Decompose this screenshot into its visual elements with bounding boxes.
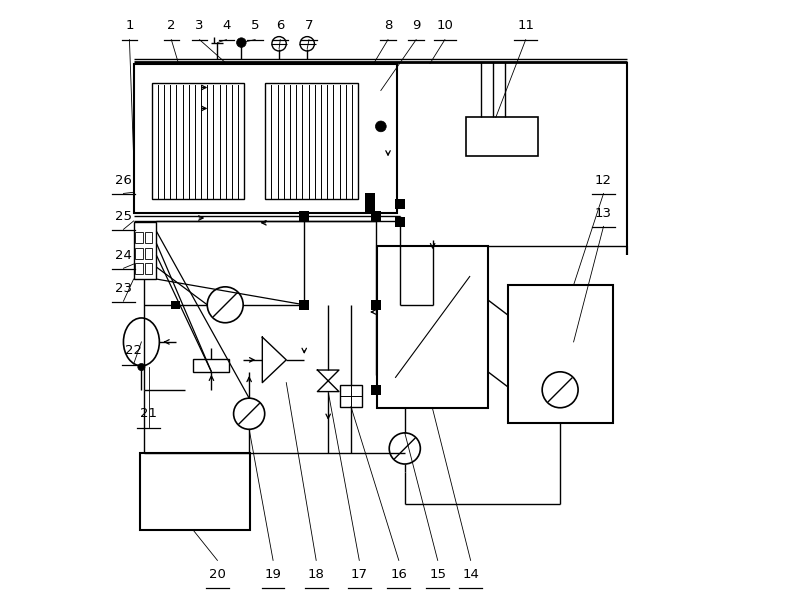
Text: 9: 9 xyxy=(412,19,420,32)
Text: 1: 1 xyxy=(125,19,134,32)
Text: 18: 18 xyxy=(308,568,325,581)
Text: 12: 12 xyxy=(595,174,612,187)
Text: 24: 24 xyxy=(115,248,132,262)
Text: 13: 13 xyxy=(595,207,612,220)
Text: 26: 26 xyxy=(115,174,132,187)
Text: 4: 4 xyxy=(222,19,230,32)
Text: 16: 16 xyxy=(390,568,407,581)
Circle shape xyxy=(272,37,286,51)
Text: 6: 6 xyxy=(276,19,285,32)
Text: 2: 2 xyxy=(167,19,175,32)
Bar xyxy=(466,118,538,157)
Bar xyxy=(194,359,230,372)
Text: 23: 23 xyxy=(115,281,132,295)
Text: 21: 21 xyxy=(140,407,157,420)
Circle shape xyxy=(234,398,265,430)
Bar xyxy=(266,83,358,199)
Bar xyxy=(299,300,309,310)
Circle shape xyxy=(375,121,386,132)
Text: 3: 3 xyxy=(195,19,204,32)
Bar xyxy=(171,301,180,309)
Circle shape xyxy=(237,38,246,47)
Text: 10: 10 xyxy=(437,19,454,32)
Text: 19: 19 xyxy=(265,568,282,581)
Bar xyxy=(134,222,156,279)
Text: 8: 8 xyxy=(384,19,392,32)
Bar xyxy=(378,246,488,408)
Bar xyxy=(508,285,613,423)
Text: 20: 20 xyxy=(209,568,226,581)
Bar xyxy=(371,300,381,310)
Bar xyxy=(366,202,375,212)
Text: 25: 25 xyxy=(115,209,132,223)
Text: 22: 22 xyxy=(125,344,142,358)
Text: 15: 15 xyxy=(430,568,446,581)
Circle shape xyxy=(542,372,578,408)
Circle shape xyxy=(138,364,145,371)
Bar xyxy=(135,232,142,243)
Text: 17: 17 xyxy=(350,568,368,581)
Bar xyxy=(299,211,309,221)
Circle shape xyxy=(207,287,243,323)
Bar xyxy=(145,263,152,274)
Text: 11: 11 xyxy=(518,19,534,32)
Bar xyxy=(366,193,375,203)
Bar xyxy=(371,211,381,221)
Bar xyxy=(395,199,405,209)
Bar xyxy=(145,248,152,259)
Ellipse shape xyxy=(123,318,159,366)
Circle shape xyxy=(390,433,420,464)
Bar xyxy=(395,217,405,227)
Bar xyxy=(135,248,142,259)
Bar xyxy=(134,64,397,213)
Bar xyxy=(135,263,142,274)
Text: 14: 14 xyxy=(462,568,479,581)
Bar xyxy=(340,385,362,407)
Text: 7: 7 xyxy=(305,19,314,32)
Bar xyxy=(145,232,152,243)
Bar xyxy=(140,452,250,530)
Text: 5: 5 xyxy=(251,19,259,32)
Bar xyxy=(151,83,244,199)
Bar xyxy=(371,385,381,395)
Circle shape xyxy=(300,37,314,51)
